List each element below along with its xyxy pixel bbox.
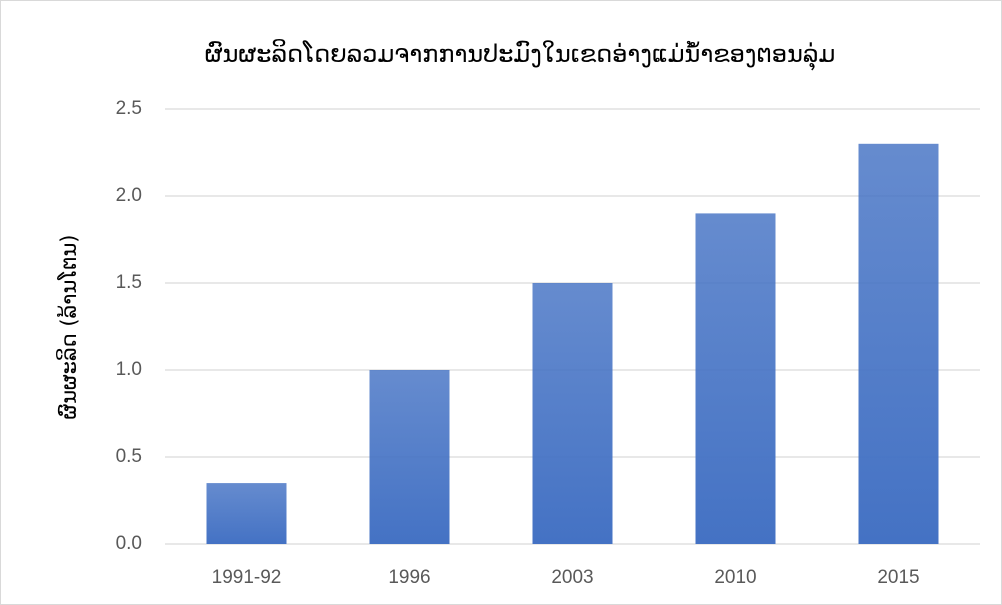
chart-title: ຜົນຜະລິດໂດຍລວມຈາກການປະມົງໃນເຂດອ່າງແມ່ນ້ຳ… bbox=[205, 39, 836, 71]
bar bbox=[532, 283, 613, 544]
y-tick-label: 2.5 bbox=[116, 98, 142, 119]
y-tick-label: 0.5 bbox=[116, 446, 142, 467]
y-tick-label: 0.0 bbox=[116, 533, 142, 554]
x-tick-label: 2010 bbox=[714, 567, 756, 588]
x-tick-label: 1991-92 bbox=[212, 567, 282, 588]
y-tick-label: 1.5 bbox=[116, 272, 142, 293]
y-tick-label: 1.0 bbox=[116, 359, 142, 380]
bar bbox=[369, 370, 450, 544]
bar bbox=[206, 483, 287, 544]
bar bbox=[858, 143, 939, 545]
x-tick-label: 1996 bbox=[388, 567, 430, 588]
bar bbox=[695, 213, 776, 544]
x-tick-label: 2015 bbox=[877, 567, 919, 588]
x-tick-label: 2003 bbox=[551, 567, 593, 588]
y-tick-label: 2.0 bbox=[116, 185, 142, 206]
y-axis-label: ຜົນຜະລິດ (ລ້ານໂຕນ) bbox=[56, 235, 81, 420]
